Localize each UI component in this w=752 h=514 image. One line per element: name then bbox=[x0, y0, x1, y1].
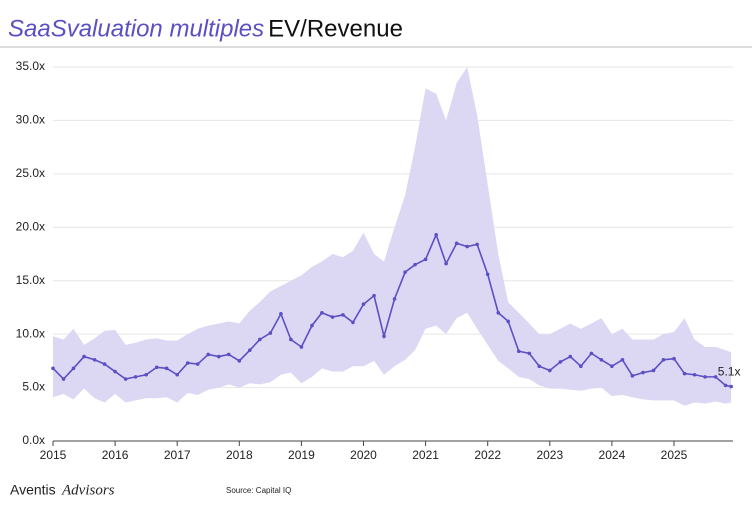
x-tick-label: 2025 bbox=[661, 448, 688, 462]
point bbox=[620, 357, 625, 362]
point bbox=[641, 370, 645, 375]
point bbox=[113, 369, 117, 374]
source: Source: Capital IQ bbox=[226, 486, 291, 495]
point bbox=[579, 364, 583, 369]
point bbox=[672, 356, 676, 361]
x-tick-label: 2021 bbox=[412, 448, 439, 462]
y-tick-label: 20.0x bbox=[16, 219, 45, 233]
point bbox=[144, 372, 148, 377]
point bbox=[610, 364, 614, 369]
point bbox=[257, 337, 262, 342]
x-tick-label: 2020 bbox=[350, 448, 377, 462]
point bbox=[289, 337, 293, 342]
y-tick-label: 25.0x bbox=[16, 166, 45, 180]
x-tick-label: 2024 bbox=[599, 448, 626, 462]
range-band bbox=[53, 67, 732, 406]
point bbox=[92, 357, 97, 362]
chart-subtitle: EV/Revenue bbox=[268, 15, 403, 42]
point bbox=[548, 368, 552, 373]
point bbox=[558, 360, 563, 364]
point bbox=[268, 331, 273, 335]
point bbox=[248, 348, 252, 352]
point bbox=[589, 351, 594, 356]
point bbox=[164, 366, 169, 371]
y-tick-label: 0.0x bbox=[22, 433, 45, 447]
point bbox=[465, 244, 470, 249]
x-tick-label: 2018 bbox=[226, 448, 253, 462]
point bbox=[506, 319, 510, 324]
point bbox=[330, 315, 335, 319]
point bbox=[133, 375, 138, 379]
point bbox=[568, 354, 573, 359]
point bbox=[217, 354, 221, 359]
y-tick-label: 35.0x bbox=[16, 59, 45, 73]
y-tick-label: 5.0x bbox=[22, 380, 45, 394]
point bbox=[413, 262, 417, 267]
point bbox=[729, 384, 733, 389]
x-tick-label: 2023 bbox=[536, 448, 563, 462]
point bbox=[195, 362, 200, 366]
point bbox=[310, 323, 314, 328]
point bbox=[226, 352, 231, 357]
point bbox=[527, 351, 532, 356]
point bbox=[361, 302, 366, 307]
point bbox=[71, 366, 76, 371]
point bbox=[102, 362, 107, 366]
point bbox=[723, 383, 728, 388]
point bbox=[630, 374, 635, 378]
point bbox=[320, 310, 324, 315]
point bbox=[403, 270, 407, 274]
point bbox=[175, 372, 180, 377]
point bbox=[516, 349, 521, 354]
point bbox=[185, 361, 190, 365]
point bbox=[485, 272, 490, 277]
chart-title: SaaSvaluation multiples bbox=[8, 15, 264, 42]
brand-suffix: Advisors bbox=[61, 482, 115, 498]
point bbox=[61, 377, 66, 381]
y-tick-label: 15.0x bbox=[16, 273, 45, 287]
point bbox=[351, 320, 355, 325]
point bbox=[703, 375, 707, 379]
point bbox=[475, 242, 479, 247]
point bbox=[682, 371, 687, 376]
x-tick-label: 2016 bbox=[102, 448, 129, 462]
point bbox=[123, 377, 128, 381]
point bbox=[454, 241, 459, 246]
point bbox=[692, 372, 697, 377]
brand: Aventis bbox=[10, 482, 56, 498]
x-tick-label: 2022 bbox=[474, 448, 501, 462]
point bbox=[444, 261, 448, 266]
point bbox=[661, 357, 666, 362]
x-tick-label: 2015 bbox=[40, 448, 67, 462]
x-tick-label: 2019 bbox=[288, 448, 315, 462]
point bbox=[392, 297, 397, 301]
point bbox=[434, 232, 438, 237]
point bbox=[651, 368, 656, 373]
point bbox=[372, 293, 376, 298]
y-tick-label: 30.0x bbox=[16, 113, 45, 127]
point bbox=[496, 310, 501, 315]
end-label: 5.1x bbox=[718, 365, 741, 379]
point bbox=[382, 334, 386, 339]
y-tick-label: 10.0x bbox=[16, 326, 45, 340]
point bbox=[299, 345, 304, 349]
point bbox=[599, 357, 604, 362]
x-tick-label: 2017 bbox=[164, 448, 191, 462]
point bbox=[341, 313, 345, 317]
point bbox=[154, 365, 159, 370]
point bbox=[537, 364, 542, 369]
point bbox=[82, 354, 86, 359]
point bbox=[237, 359, 242, 363]
point bbox=[51, 366, 55, 371]
point bbox=[279, 312, 283, 316]
point bbox=[423, 257, 428, 262]
point bbox=[713, 375, 718, 379]
point bbox=[206, 352, 211, 357]
